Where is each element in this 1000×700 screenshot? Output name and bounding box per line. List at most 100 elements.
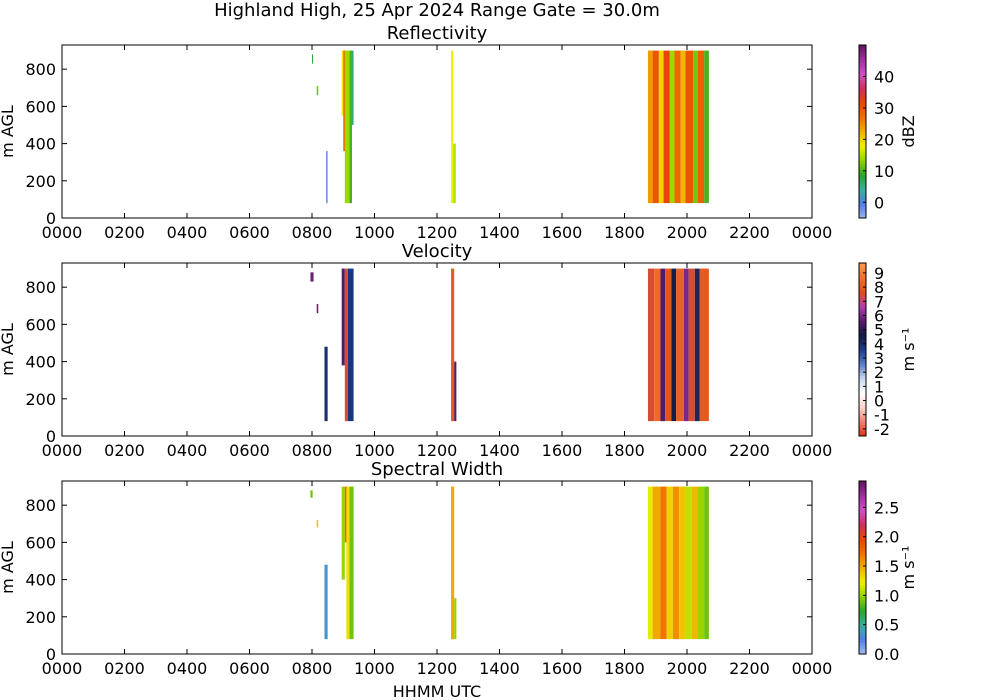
colorbar-step	[859, 317, 866, 322]
colorbar-step	[859, 587, 866, 592]
colorbar-step	[859, 506, 866, 511]
colorbar-step	[859, 555, 866, 560]
data-segment	[683, 268, 689, 422]
x-tick-label: 1600	[542, 223, 583, 242]
data-segment	[697, 50, 705, 204]
data-segment	[349, 50, 352, 204]
colorbar-step	[859, 558, 866, 563]
colorbar-step	[859, 277, 866, 281]
colorbar-step	[859, 590, 866, 594]
y-tick-label: 600	[25, 97, 56, 116]
data-segment	[666, 486, 673, 640]
data-segment	[341, 486, 345, 580]
colorbar-step	[859, 280, 866, 284]
colorbar-step	[859, 363, 866, 368]
colorbar-step	[859, 154, 866, 158]
data-segment	[316, 85, 319, 96]
colorbar-step	[859, 50, 866, 55]
colorbar-step	[859, 398, 866, 402]
colorbar-step	[859, 521, 866, 525]
data-segment	[344, 50, 350, 204]
colorbar-step	[859, 323, 866, 327]
colorbar-step	[859, 137, 866, 141]
colorbar-step	[859, 171, 866, 176]
colorbar-step	[859, 125, 866, 130]
colorbar-step	[859, 596, 866, 600]
colorbar-step	[859, 573, 866, 577]
colorbar-label: m s⁻¹	[899, 328, 918, 372]
data-segment	[454, 598, 457, 640]
colorbar-step	[859, 550, 866, 554]
colorbar-step	[859, 56, 866, 60]
colorbar-step	[859, 515, 866, 519]
y-tick-label: 600	[25, 533, 56, 552]
colorbar-step	[859, 498, 866, 502]
data-segment	[685, 486, 692, 640]
x-tick-label: 0200	[104, 223, 145, 242]
colorbar-tick-label: 20	[874, 130, 894, 149]
colorbar-tick-label: 2	[874, 363, 884, 382]
data-segment	[693, 50, 698, 204]
colorbar-step	[859, 68, 866, 72]
colorbar-step	[859, 633, 866, 638]
colorbar-step	[859, 99, 866, 104]
colorbar-step	[859, 369, 866, 374]
colorbar-step	[859, 283, 866, 287]
colorbar-step	[859, 183, 866, 187]
colorbar-tick-label: 0	[874, 392, 884, 411]
colorbar-step	[859, 613, 866, 618]
colorbar-step	[859, 366, 866, 371]
x-tick-label: 1200	[417, 223, 458, 242]
colorbar-step	[859, 538, 866, 543]
y-tick-label: 400	[25, 571, 56, 590]
x-tick-label: 1000	[354, 223, 395, 242]
data-segment	[316, 303, 319, 314]
colorbar-tick-label: 0	[874, 193, 884, 212]
data-segment	[454, 361, 457, 422]
x-tick-label: 0000	[42, 223, 83, 242]
colorbar-step	[859, 495, 866, 499]
y-axis-label: m AGL	[0, 105, 17, 158]
colorbar-step	[859, 395, 866, 400]
colorbar-tick-label: 0.0	[874, 645, 899, 664]
colorbar-step	[859, 45, 866, 49]
colorbar-step	[859, 544, 866, 548]
colorbar-step	[859, 433, 866, 437]
x-tick-label: 0200	[104, 659, 145, 678]
colorbar-step	[859, 151, 866, 156]
data-segment	[676, 268, 684, 422]
x-tick-label: 1200	[417, 441, 458, 460]
colorbar-step	[859, 200, 866, 205]
colorbar-step	[859, 651, 866, 655]
colorbar-step	[859, 343, 866, 348]
colorbar-tick-label: 8	[874, 278, 884, 297]
colorbar-step	[859, 610, 866, 615]
colorbar-step	[859, 352, 866, 356]
colorbar-step	[859, 340, 866, 345]
data-segment	[671, 268, 677, 422]
colorbar-step	[859, 108, 866, 112]
colorbar-step	[859, 619, 866, 623]
data-segment	[451, 486, 455, 640]
data-segment	[451, 50, 454, 204]
data-segment	[310, 490, 313, 498]
colorbar-tick-label: -2	[874, 420, 890, 439]
colorbar-step	[859, 134, 866, 138]
x-tick-label: 1400	[479, 441, 520, 460]
colorbar-step	[859, 194, 866, 199]
colorbar-step	[859, 174, 866, 179]
data-segment	[349, 486, 354, 640]
data-segment	[660, 486, 667, 640]
colorbar-step	[859, 329, 866, 333]
colorbar-frame	[858, 262, 867, 437]
colorbar-step	[859, 96, 866, 101]
colorbar-step	[859, 111, 866, 115]
colorbar-tick-label: 30	[874, 99, 894, 118]
colorbar-step	[859, 297, 866, 301]
colorbar-step	[859, 263, 866, 267]
colorbar-step	[859, 62, 866, 66]
y-tick-label: 0	[46, 645, 56, 664]
data-segment	[658, 50, 664, 204]
data-segment	[691, 486, 698, 640]
